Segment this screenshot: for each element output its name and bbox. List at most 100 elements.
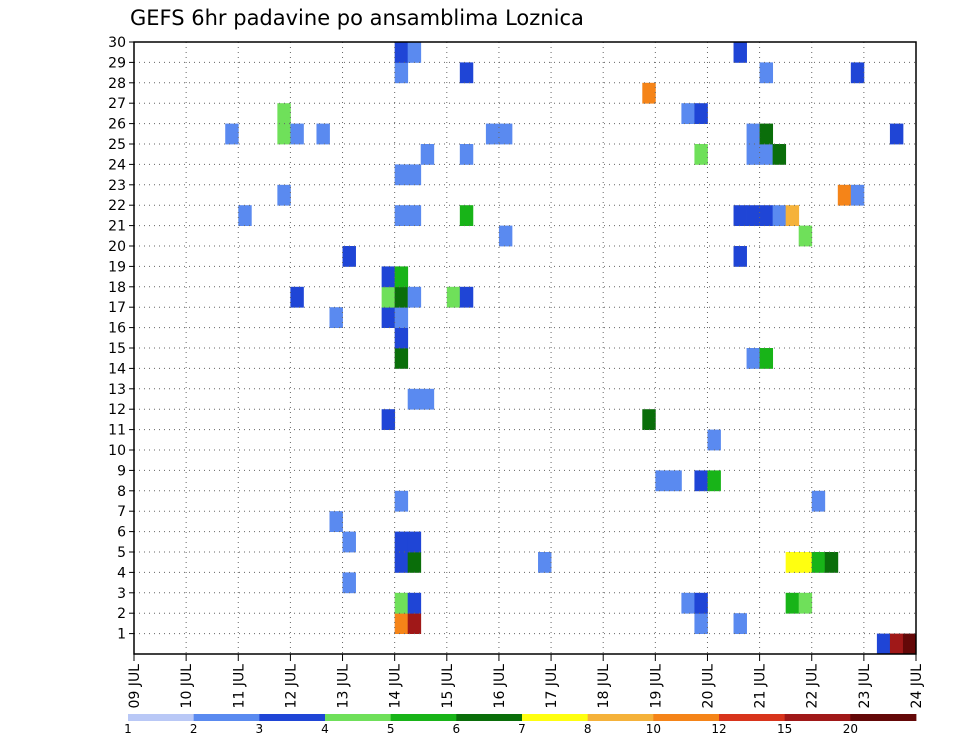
heat-cell [655, 470, 669, 492]
heat-cell [290, 123, 304, 145]
heat-cell [694, 613, 708, 634]
colorbar-swatch [784, 714, 851, 721]
colorbar-swatch [193, 714, 260, 721]
heat-cell [642, 82, 656, 104]
heat-cell [277, 184, 291, 206]
heat-cell [733, 42, 747, 63]
heat-cell [772, 205, 787, 226]
heat-cell [420, 388, 435, 410]
colorbar-swatch [456, 714, 523, 721]
colorbar-swatch [522, 714, 589, 721]
heat-cell [707, 470, 721, 492]
x-tick-label: 24 JUL [909, 664, 925, 709]
colorbar-label: 10 [646, 722, 661, 736]
colorbar-label: 6 [453, 722, 461, 736]
heat-cell [394, 286, 409, 308]
heat-cell [394, 42, 409, 63]
heat-cell [759, 123, 774, 145]
heat-cell [746, 144, 760, 165]
colorbar-label: 15 [777, 722, 792, 736]
heat-cell [811, 552, 826, 573]
x-tick-label: 11 JUL [231, 664, 247, 709]
y-tick-label: 2 [117, 606, 126, 622]
heat-cell [420, 144, 435, 165]
y-tick-label: 26 [108, 117, 126, 133]
y-tick-label: 18 [108, 280, 126, 296]
colorbar-label: 1 [124, 722, 132, 736]
heat-cell [459, 62, 474, 84]
colorbar-swatch [653, 714, 720, 721]
x-tick-label: 09 JUL [127, 664, 143, 709]
x-tick-label: 17 JUL [544, 664, 560, 709]
heat-cell [394, 205, 409, 226]
heat-cell [290, 286, 304, 308]
y-tick-label: 12 [108, 402, 126, 418]
heat-cell [733, 246, 747, 267]
heat-cell [707, 429, 721, 451]
heat-cell [459, 286, 474, 308]
heat-cell [889, 633, 904, 655]
y-tick-label: 14 [108, 361, 126, 377]
heat-cell [485, 123, 500, 145]
chart-title: GEFS 6hr padavine po ansamblima Loznica [130, 6, 584, 30]
heat-cell [746, 205, 760, 226]
heat-cell [342, 246, 356, 267]
y-tick-label: 13 [108, 382, 126, 398]
heat-cell [759, 205, 774, 226]
heat-cell [681, 592, 695, 614]
y-tick-label: 29 [108, 55, 126, 71]
x-tick-label: 15 JUL [440, 664, 456, 709]
colorbar-label: 4 [321, 722, 329, 736]
colorbar-label: 12 [711, 722, 726, 736]
heat-cell [759, 348, 774, 369]
heat-cell [394, 531, 409, 553]
heat-cell [733, 613, 747, 634]
y-tick-label: 25 [108, 137, 126, 153]
grid-layer [134, 42, 916, 654]
heat-cell [785, 592, 800, 614]
heat-cell [394, 307, 409, 328]
x-tick-label: 19 JUL [648, 664, 664, 709]
heat-cell [225, 123, 239, 145]
heat-cell [733, 205, 747, 226]
heat-cell [694, 592, 708, 614]
axes-layer: 1234567891011121314151617181920212223242… [108, 35, 925, 708]
x-tick-label: 13 JUL [336, 664, 352, 709]
heat-cell [889, 123, 904, 145]
heat-cell [407, 286, 422, 308]
heat-cell [394, 552, 409, 573]
y-tick-label: 7 [117, 504, 126, 520]
y-tick-label: 4 [117, 565, 126, 581]
y-tick-label: 17 [108, 300, 126, 316]
heat-cell [381, 286, 396, 308]
heat-cell [459, 144, 474, 165]
colorbar-label: 3 [256, 722, 264, 736]
heat-cell [394, 327, 409, 349]
y-tick-label: 23 [108, 178, 126, 194]
heat-cell [277, 103, 291, 124]
y-tick-label: 10 [108, 443, 126, 459]
heat-cell [342, 572, 356, 594]
heat-cell [798, 592, 813, 614]
heat-cell [811, 490, 826, 512]
heat-cell [394, 62, 409, 84]
x-tick-label: 18 JUL [596, 664, 612, 709]
heat-cell [902, 633, 917, 655]
colorbar-swatch [390, 714, 457, 721]
colorbar-label: 5 [387, 722, 395, 736]
y-tick-label: 21 [108, 219, 126, 235]
heat-cell [381, 266, 396, 288]
colorbar-label: 8 [584, 722, 592, 736]
heat-cell [837, 184, 852, 206]
y-tick-label: 15 [108, 341, 126, 357]
colorbar-swatch [850, 714, 917, 721]
heat-cell [394, 592, 409, 614]
heat-cell [850, 184, 865, 206]
y-tick-label: 22 [108, 198, 126, 214]
heat-cell [342, 531, 356, 553]
heat-cell [498, 123, 513, 145]
y-tick-label: 20 [108, 239, 126, 255]
heat-cell [277, 123, 291, 145]
y-tick-label: 27 [108, 96, 126, 112]
x-tick-label: 14 JUL [388, 664, 404, 709]
